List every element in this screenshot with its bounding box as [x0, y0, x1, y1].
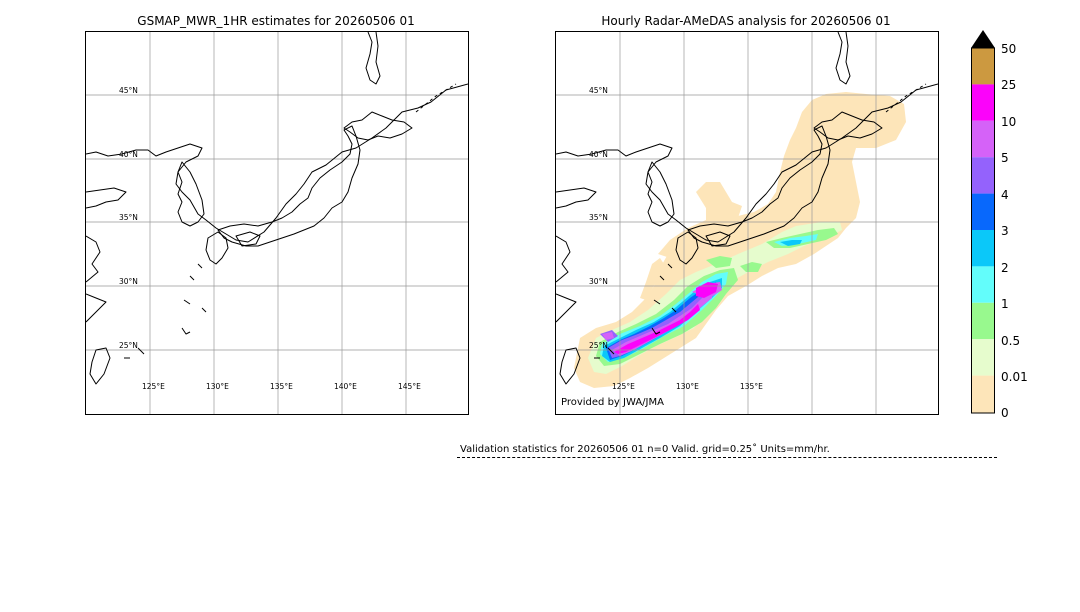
colorbar-swatch-3-4: [971, 193, 995, 230]
right-gridlines: [556, 32, 938, 414]
left-lon-label-140: 140°E: [334, 382, 357, 391]
colorbar-label-5: 5: [1001, 151, 1009, 165]
left-map-panel: 45°N 40°N 35°N 30°N 25°N 125°E 130°E 135…: [85, 31, 469, 415]
left-lon-label-145: 145°E: [398, 382, 421, 391]
colorbar-label-1: 1: [1001, 297, 1009, 311]
colorbar-swatch-001-05: [971, 339, 995, 376]
colorbar-label-001: 0.01: [1001, 370, 1028, 384]
colorbar-label-50: 50: [1001, 42, 1017, 56]
colorbar-swatch-5-10: [971, 120, 995, 158]
right-map-panel: 45°N 40°N 35°N 30°N 25°N 125°E 130°E 135…: [555, 31, 939, 415]
right-lat-label-35: 35°N: [589, 213, 608, 222]
left-map-svg: 45°N 40°N 35°N 30°N 25°N 125°E 130°E 135…: [86, 32, 468, 414]
right-map-svg: 45°N 40°N 35°N 30°N 25°N 125°E 130°E 135…: [556, 32, 938, 414]
colorbar-label-3: 3: [1001, 224, 1009, 238]
left-lat-label-45: 45°N: [119, 86, 138, 95]
left-lon-label-125: 125°E: [142, 382, 165, 391]
left-lon-label-130: 130°E: [206, 382, 229, 391]
colorbar-swatch-25-50: [971, 48, 995, 85]
colorbar-swatch-1-2: [971, 266, 995, 303]
colorbar-label-0: 0: [1001, 406, 1009, 420]
colorbar-swatch-05-1: [971, 302, 995, 340]
validation-statistics-text: Validation statistics for 20260506 01 n=…: [460, 444, 830, 455]
left-lon-label-135: 135°E: [270, 382, 293, 391]
colorbar-swatch-2-3: [971, 230, 995, 267]
right-lon-label-125: 125°E: [612, 382, 635, 391]
right-coastlines: [556, 32, 938, 385]
left-coastlines: [86, 32, 468, 385]
left-lat-label-35: 35°N: [119, 213, 138, 222]
left-lat-label-30: 30°N: [119, 277, 138, 286]
colorbar-label-4: 4: [1001, 188, 1009, 202]
colorbar-label-10: 10: [1001, 115, 1017, 129]
colorbar: [971, 30, 995, 414]
left-lat-label-40: 40°N: [119, 150, 138, 159]
right-lat-label-45: 45°N: [589, 86, 608, 95]
right-map-title: Hourly Radar-AMeDAS analysis for 2026050…: [601, 14, 891, 28]
left-map-title: GSMAP_MWR_1HR estimates for 20260506 01: [137, 14, 415, 28]
colorbar-swatch-0-001: [971, 375, 995, 413]
colorbar-swatch-10-25: [971, 84, 995, 121]
colorbar-svg: [971, 30, 995, 414]
validation-divider: [457, 457, 997, 458]
colorbar-label-25: 25: [1001, 78, 1017, 92]
colorbar-swatch-4-5: [971, 157, 995, 194]
right-lat-label-40: 40°N: [589, 150, 608, 159]
right-lat-label-30: 30°N: [589, 277, 608, 286]
right-lon-label-130: 130°E: [676, 382, 699, 391]
right-lat-label-25: 25°N: [589, 341, 608, 350]
left-lat-label-25: 25°N: [119, 341, 138, 350]
colorbar-label-05: 0.5: [1001, 334, 1021, 348]
left-gridlines: [86, 32, 468, 414]
right-lon-label-135: 135°E: [740, 382, 763, 391]
colorbar-extend-arrow: [971, 30, 995, 48]
data-provider-credit: Provided by JWA/JMA: [561, 397, 664, 408]
colorbar-label-2: 2: [1001, 261, 1009, 275]
